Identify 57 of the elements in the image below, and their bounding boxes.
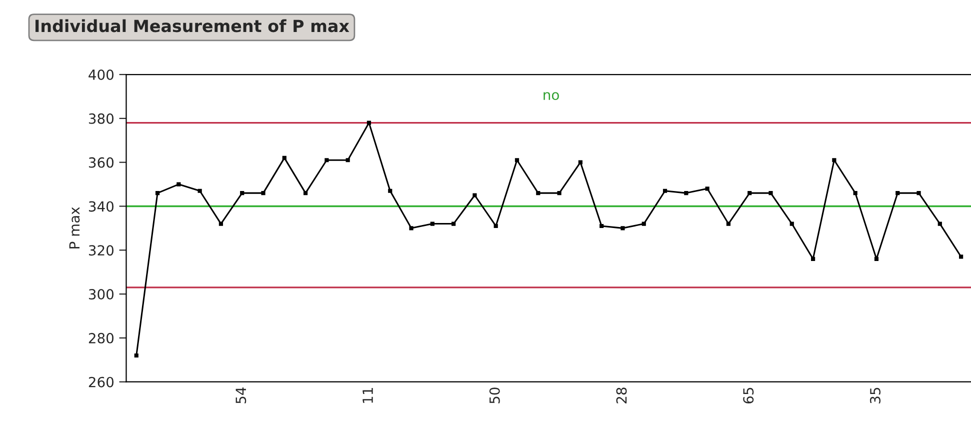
point: [536, 191, 540, 196]
point: [748, 191, 752, 196]
point: [134, 353, 138, 358]
point: [600, 224, 604, 228]
point: [494, 224, 498, 228]
point: [832, 158, 836, 162]
point: [388, 188, 392, 193]
point: [810, 256, 816, 261]
point: [198, 188, 202, 193]
point: [726, 222, 730, 226]
point: [620, 226, 625, 230]
y-tick-label: 400: [88, 69, 114, 80]
point: [768, 191, 773, 196]
point: [409, 226, 414, 230]
annotation: no: [544, 92, 559, 100]
y-tick-label: 340: [88, 201, 114, 212]
point: [938, 222, 942, 226]
point: [578, 160, 582, 164]
x-tick-label: 35: [870, 388, 880, 404]
point: [472, 193, 477, 198]
point: [303, 191, 308, 196]
y-axis-title: P max: [69, 207, 80, 248]
point: [282, 156, 286, 160]
y-tick-label: 260: [88, 376, 114, 388]
x-tick-label: 65: [743, 388, 754, 404]
point: [452, 222, 456, 226]
y-tick-label: 300: [88, 289, 114, 300]
x-tick-label: 11: [362, 388, 373, 403]
point: [790, 222, 794, 226]
point: [346, 158, 350, 162]
y-tick-label: 320: [88, 245, 114, 256]
point: [218, 222, 224, 226]
point: [705, 186, 710, 191]
point: [874, 256, 879, 261]
point: [853, 191, 858, 196]
point: [959, 254, 964, 259]
point: [240, 191, 244, 196]
y-tick-label: 380: [88, 113, 114, 124]
point: [684, 191, 688, 196]
point: [557, 191, 562, 196]
point: [261, 191, 266, 196]
x-tick-label: 28: [616, 388, 627, 404]
point: [366, 120, 372, 125]
y-tick-label: 360: [88, 157, 114, 168]
point: [642, 222, 646, 226]
x-tick-label: 50: [489, 388, 500, 404]
point: [324, 158, 329, 162]
point: [176, 182, 181, 186]
point: [514, 158, 520, 162]
x-tick-label: 54: [236, 387, 246, 404]
y-tick-label: 280: [88, 332, 114, 344]
point: [896, 191, 900, 196]
point: [155, 191, 160, 196]
chart-title: Individual Measurement of P max: [36, 19, 350, 32]
point: [916, 191, 921, 196]
point: [662, 188, 668, 193]
point: [430, 222, 434, 226]
